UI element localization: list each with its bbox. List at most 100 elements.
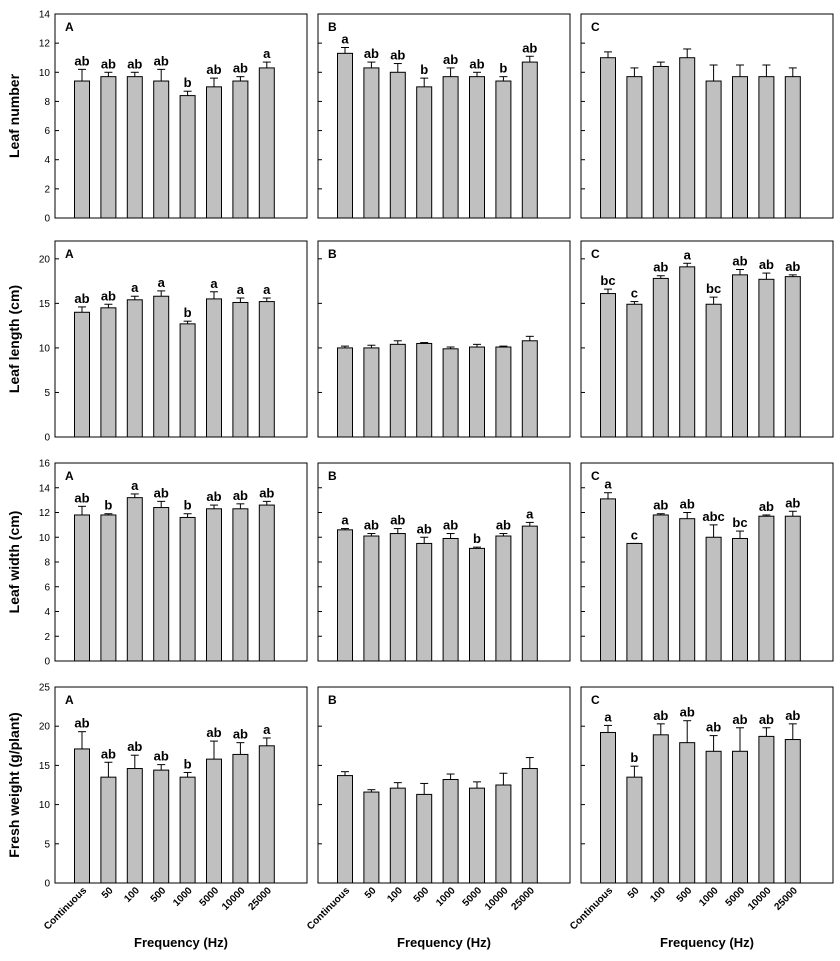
- bar: [442, 779, 459, 884]
- bar: [442, 76, 459, 219]
- y-tick-label: 20: [39, 722, 51, 733]
- y-axis-label: Leaf length (cm): [6, 285, 22, 393]
- x-tick-label: 100: [648, 885, 668, 905]
- x-tick-label: 1000: [697, 885, 721, 909]
- bar: [652, 65, 669, 219]
- x-tick-label: 50: [100, 885, 116, 901]
- panel-letter: C: [591, 20, 600, 34]
- bar: [679, 742, 696, 884]
- bar: [258, 67, 275, 219]
- panel-letter: A: [65, 20, 74, 34]
- significance-letter: b: [630, 750, 638, 765]
- y-tick-label: 15: [39, 761, 51, 772]
- y-tick-label: 0: [44, 214, 50, 225]
- significance-letter: abc: [702, 509, 724, 524]
- significance-letter: ab: [653, 260, 668, 275]
- panel-letter: C: [591, 469, 600, 483]
- y-tick-label: 4: [44, 607, 50, 618]
- bar: [416, 542, 433, 662]
- significance-letter: a: [158, 275, 166, 290]
- y-tick-label: 5: [44, 388, 50, 399]
- bar: [679, 266, 696, 438]
- significance-letter: ab: [732, 712, 747, 727]
- bar: [206, 508, 222, 662]
- significance-letter: ab: [101, 746, 116, 761]
- bar: [416, 342, 433, 438]
- significance-letter: ab: [259, 485, 274, 500]
- significance-letter: a: [131, 280, 139, 295]
- bar: [495, 784, 512, 884]
- x-tick-label: 10000: [220, 885, 248, 913]
- bar: [337, 52, 353, 219]
- bar: [100, 76, 117, 219]
- bar: [74, 311, 90, 438]
- significance-letter: b: [184, 498, 192, 513]
- bar: [258, 301, 275, 438]
- significance-letter: b: [184, 75, 192, 90]
- significance-letter: ab: [233, 61, 248, 76]
- bar: [784, 76, 801, 219]
- panel-letter: B: [328, 693, 337, 707]
- y-tick-label: 0: [44, 879, 50, 890]
- significance-letter: ab: [759, 257, 774, 272]
- significance-letter: b: [420, 62, 428, 77]
- y-tick-label: 14: [39, 483, 51, 494]
- bar: [732, 76, 748, 219]
- significance-letter: ab: [101, 288, 116, 303]
- bar: [179, 95, 196, 219]
- y-tick-label: 6: [44, 126, 50, 137]
- bar: [784, 739, 801, 884]
- bar: [153, 295, 170, 438]
- y-tick-label: 12: [39, 39, 51, 50]
- bar: [232, 508, 249, 662]
- x-axis-label: Frequency (Hz): [134, 935, 228, 950]
- significance-letter: ab: [154, 749, 169, 764]
- bar: [74, 80, 90, 219]
- bar: [258, 504, 275, 662]
- bar: [705, 536, 722, 662]
- x-tick-label: 500: [149, 885, 169, 905]
- bar: [179, 516, 196, 662]
- bar: [521, 61, 538, 219]
- significance-letter: ab: [759, 712, 774, 727]
- significance-letter: ab: [154, 485, 169, 500]
- significance-letter: ab: [653, 708, 668, 723]
- y-tick-label: 20: [39, 254, 51, 265]
- bar: [652, 277, 669, 438]
- bar: [389, 343, 406, 438]
- y-tick-label: 0: [44, 433, 50, 444]
- significance-letter: a: [341, 513, 349, 528]
- significance-letter: ab: [469, 56, 484, 71]
- bar: [442, 348, 459, 438]
- bar: [521, 768, 538, 884]
- x-tick-label: 10000: [483, 885, 511, 913]
- x-tick-label: 5000: [724, 885, 748, 909]
- bar: [732, 537, 748, 662]
- bar: [232, 80, 249, 219]
- bar: [153, 80, 170, 219]
- significance-letter: ab: [206, 489, 221, 504]
- significance-letter: ab: [154, 53, 169, 68]
- significance-letter: ab: [390, 48, 405, 63]
- bar: [521, 340, 538, 438]
- x-tick-label: 5000: [198, 885, 222, 909]
- x-tick-label: 100: [122, 885, 142, 905]
- bar: [206, 758, 222, 884]
- y-tick-label: 14: [39, 10, 51, 21]
- bar: [100, 307, 117, 438]
- significance-letter: b: [473, 531, 481, 546]
- bar: [784, 515, 801, 662]
- significance-letter: ab: [785, 259, 800, 274]
- bar: [126, 768, 143, 884]
- significance-letter: ab: [74, 490, 89, 505]
- x-tick-label: 500: [675, 885, 695, 905]
- significance-letter: bc: [600, 273, 615, 288]
- panel-letter: B: [328, 469, 337, 483]
- bar: [705, 80, 722, 219]
- bar: [363, 67, 380, 219]
- bar: [758, 735, 775, 884]
- y-tick-label: 2: [44, 632, 50, 643]
- y-tick-label: 0: [44, 657, 50, 668]
